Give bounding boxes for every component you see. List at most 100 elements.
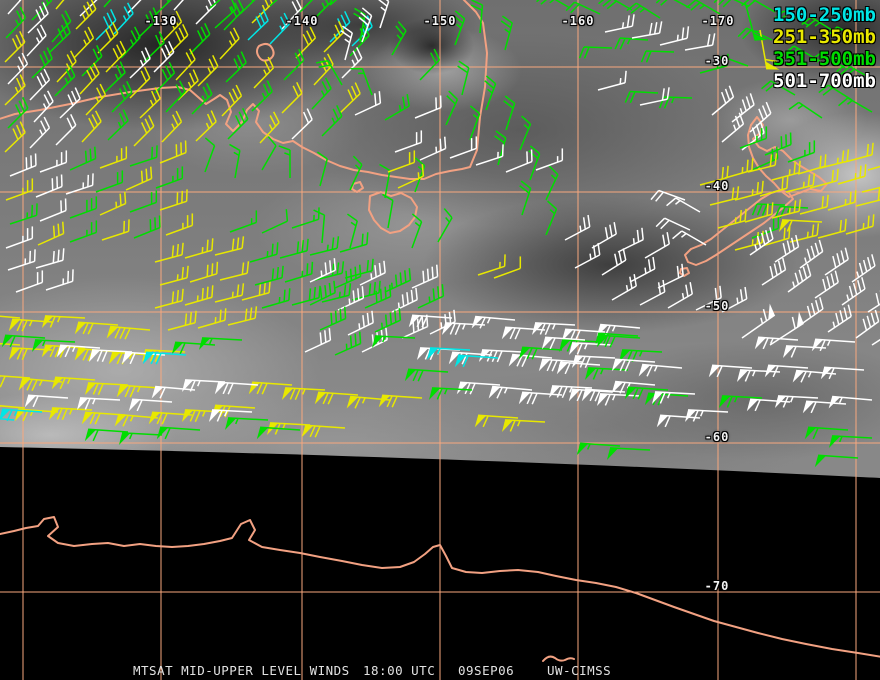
wind-barb [7,97,29,129]
wind-barb [744,202,774,223]
wind-barb [340,25,353,61]
wind-barb [339,82,361,114]
legend-item-150-250mb: 150-250mb [773,4,876,26]
wind-barb [281,82,303,114]
wind-barb [597,70,627,91]
wind-barb [227,108,249,140]
wind-barb [56,344,101,358]
wind-barb [721,286,748,313]
wind-barb [221,84,243,117]
wind-barb [208,409,253,422]
wind-barb [384,94,410,121]
wind-barb [408,314,453,328]
wind-barb [99,191,127,216]
wind-barb [449,136,478,159]
wind-barb [629,256,656,283]
wind-barb [9,153,37,177]
wind-barb [787,263,812,293]
wind-barb [0,408,43,422]
wind-barb [197,55,219,87]
wind-barb [456,381,501,395]
wind-barb [184,238,214,259]
wind-barb [827,190,857,211]
wind-barb [820,366,865,380]
wind-barb [531,322,576,336]
wind-barb [129,67,151,99]
wind-barb [657,263,684,289]
wind-barb [541,336,586,350]
wind-barb [384,268,412,293]
wind-barb [391,287,418,313]
wind-barb [309,258,337,283]
wind-barb [269,12,291,45]
wind-barb [545,165,559,201]
wind-barb [225,51,247,83]
wind-barb [313,53,334,86]
wind-barb [189,261,219,283]
wind-barb [596,393,641,406]
wind-barb [154,288,184,309]
wind-barb [614,37,649,50]
wind-barb [95,170,124,193]
wind-barb [55,0,65,10]
wind-barb [626,2,661,19]
wind-barb [651,391,696,404]
wind-barb [295,26,317,59]
wind-barb [56,50,77,83]
wind-barb [251,0,273,24]
wind-barb [814,270,839,299]
wind-barb [350,67,373,96]
wind-barb [33,90,54,123]
wind-barb [75,0,97,30]
wind-barb [437,208,453,243]
coastline [351,181,364,193]
wind-barb [151,0,172,19]
wind-barb [4,31,26,63]
wind-barb [500,15,513,51]
wind-barb [133,115,155,147]
wind-barb [591,222,617,249]
wind-barb [724,158,754,179]
wind-barb [470,0,484,34]
wind-barb [659,26,690,46]
wind-barb [746,398,791,412]
caption-text: 18:00 UTC [363,663,436,678]
wind-barb [313,209,326,244]
wind-barb [304,328,332,353]
wind-barb [120,26,141,59]
wind-barb [666,197,701,213]
wind-barb [133,215,161,239]
wind-barb [299,0,314,13]
wind-barb [638,363,683,377]
wind-barb [611,274,637,301]
wind-barb [761,80,796,96]
wind-barb [283,49,305,81]
wind-barb [111,81,133,113]
wind-barb [747,153,778,173]
wind-barb [861,186,880,193]
wind-barb [209,0,221,9]
wind-barb [107,109,129,141]
wind-barb [49,21,71,53]
wind-barb [24,394,69,408]
lon-label: -160 [561,14,595,28]
wind-barb [556,361,601,375]
wind-barb [397,164,425,189]
wind-barb [867,290,880,313]
wind-barb [198,337,243,350]
wind-barb [15,270,44,293]
wind-barb [528,145,541,181]
lat-label: -70 [704,579,730,593]
wind-barb [769,311,804,346]
wind-barb [721,112,745,143]
wind-barb [477,254,506,276]
wind-barb [744,1,768,41]
wind-barb [301,424,346,438]
wind-barb [774,234,800,263]
wind-barb [536,0,571,9]
wind-barb [788,101,823,119]
wind-barb [817,218,847,239]
wind-barb [867,165,880,171]
wind-barb [453,10,466,46]
